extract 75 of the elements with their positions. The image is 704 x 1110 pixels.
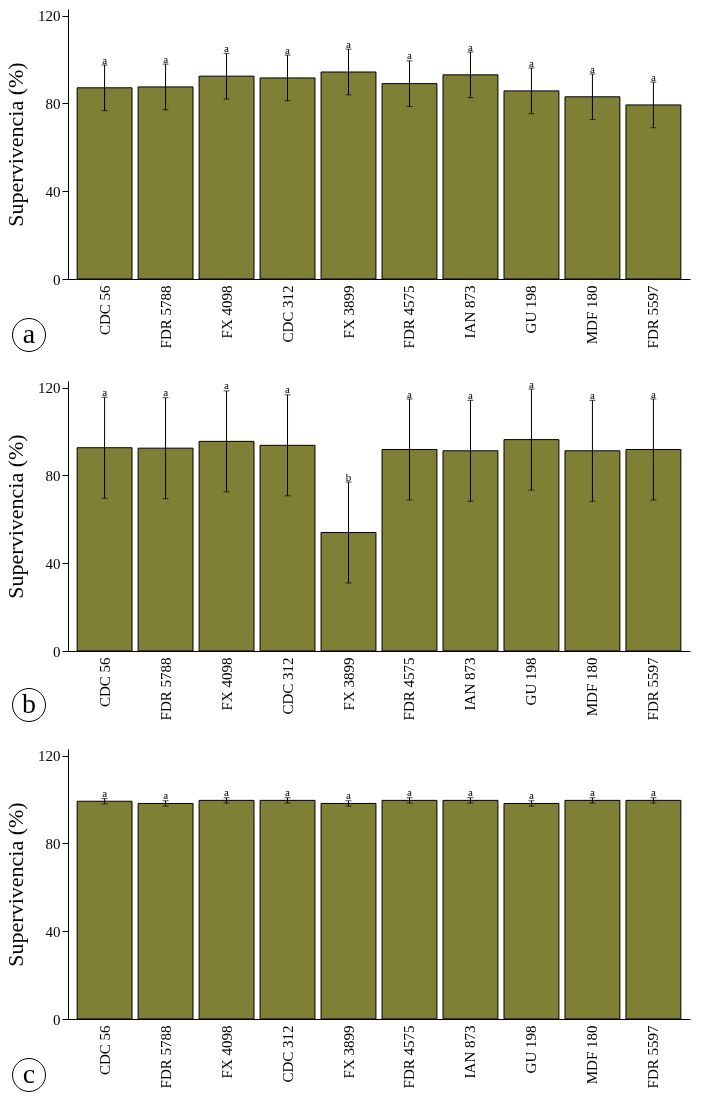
x-tick-label: FX 4098: [218, 1025, 235, 1079]
annotation: a: [468, 388, 474, 401]
x-tick-label: IAN 873: [462, 1025, 479, 1079]
x-tick-label: MDF 180: [584, 657, 601, 717]
x-tick-label: CDC 312: [279, 285, 296, 343]
y-tick-label: 40: [45, 923, 61, 940]
annotation: a: [285, 43, 291, 56]
x-tick-label: FDR 5788: [157, 1025, 174, 1089]
x-tick-label: FDR 4575: [401, 1025, 418, 1089]
y-axis-title: Supervivencia (%): [3, 802, 28, 967]
x-tick-label: GU 198: [523, 657, 540, 706]
y-tick-label: 40: [45, 555, 61, 572]
x-tick-label: MDF 180: [584, 1025, 601, 1085]
y-axis-title: Supervivencia (%): [3, 62, 28, 227]
y-tick-label: 0: [53, 643, 61, 660]
annotation: a: [407, 786, 413, 799]
annotation: b: [345, 470, 352, 483]
x-tick-label: GU 198: [523, 285, 540, 334]
annotation: a: [346, 789, 352, 802]
x-tick-label: FDR 4575: [401, 285, 418, 349]
annotation: a: [102, 53, 108, 66]
annotation: a: [468, 786, 474, 799]
annotation: a: [102, 385, 108, 398]
y-tick-label: 80: [45, 467, 61, 484]
annotation: a: [102, 787, 108, 800]
x-tick-label: FDR 5788: [157, 657, 174, 721]
y-tick-label: 80: [45, 835, 61, 852]
x-tick-label: FX 4098: [218, 285, 235, 339]
y-tick-label: 0: [53, 271, 61, 288]
annotation: a: [224, 379, 230, 392]
annotation: a: [163, 52, 169, 65]
x-tick-label: MDF 180: [584, 285, 601, 345]
x-tick-label: FX 4098: [218, 657, 235, 711]
annotation: a: [529, 56, 535, 69]
x-tick-label: GU 198: [523, 1025, 540, 1074]
x-tick-label: FX 3899: [340, 657, 357, 711]
x-tick-label: IAN 873: [462, 657, 479, 711]
x-tick-label: FDR 5597: [645, 1025, 662, 1089]
annotation: a: [163, 386, 169, 399]
annotation: a: [650, 786, 656, 799]
annotation: a: [407, 49, 413, 62]
x-tick-label: CDC 56: [96, 657, 113, 708]
annotation: a: [650, 70, 656, 83]
annotation: a: [224, 41, 230, 54]
x-tick-label: FDR 4575: [401, 657, 418, 721]
annotation: a: [346, 37, 352, 50]
annotation: a: [589, 388, 595, 401]
y-tick-label: 120: [38, 748, 61, 765]
x-tick-label: FDR 5597: [645, 285, 662, 349]
y-tick-label: 40: [45, 183, 61, 200]
annotation: a: [468, 40, 474, 53]
y-axis-title: Supervivencia (%): [3, 434, 28, 599]
y-tick-label: 0: [53, 1011, 61, 1028]
x-tick-label: CDC 56: [96, 285, 113, 336]
x-tick-label: FX 3899: [340, 285, 357, 339]
x-tick-label: FDR 5597: [645, 657, 662, 721]
x-tick-label: CDC 312: [279, 657, 296, 715]
y-tick-label: 80: [45, 95, 61, 112]
annotation: a: [163, 789, 169, 802]
x-tick-label: FDR 5788: [157, 285, 174, 349]
annotation: a: [589, 786, 595, 799]
annotation: a: [589, 62, 595, 75]
y-tick-label: 120: [38, 8, 61, 25]
annotation: a: [529, 377, 535, 390]
y-tick-label: 120: [38, 380, 61, 397]
x-tick-label: IAN 873: [462, 285, 479, 339]
annotation: a: [407, 387, 413, 400]
x-tick-label: CDC 56: [96, 1025, 113, 1076]
annotation: a: [285, 786, 291, 799]
x-tick-label: CDC 312: [279, 1025, 296, 1083]
annotation: a: [224, 786, 230, 799]
annotation: a: [285, 383, 291, 396]
annotation: a: [650, 387, 656, 400]
annotation: a: [529, 789, 535, 802]
x-tick-label: FX 3899: [340, 1025, 357, 1079]
